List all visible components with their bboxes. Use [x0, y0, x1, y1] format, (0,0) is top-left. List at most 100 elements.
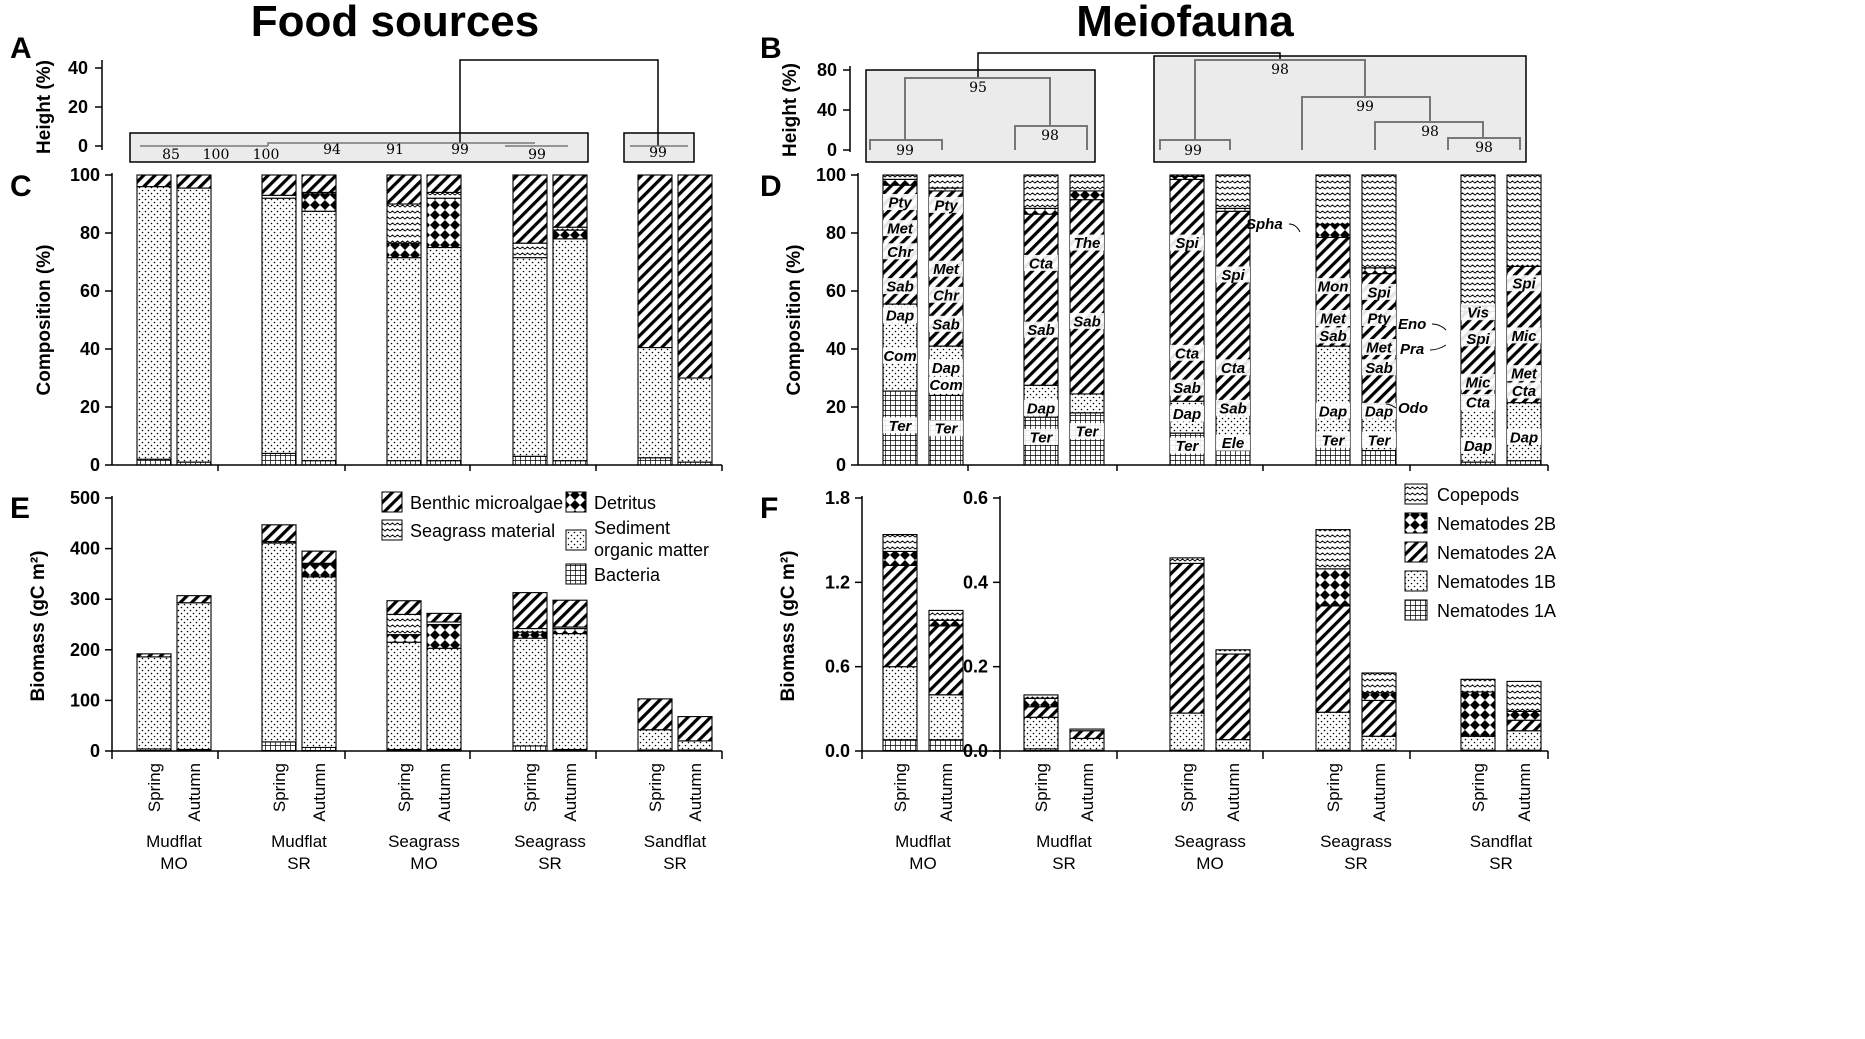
segment-label-bg — [929, 359, 963, 376]
bar-segment-nematodes-2a-right — [1169, 562, 1205, 714]
node-label: 98 — [1475, 140, 1493, 156]
segment-label-bg — [1362, 283, 1396, 300]
site-label: Mudflat — [895, 832, 951, 851]
bar-segment-benthic-microalgae — [677, 716, 713, 742]
y-tick-label: 20 — [80, 397, 100, 417]
y-tick-label: 60 — [826, 281, 846, 301]
region-label: SR — [663, 854, 687, 873]
segment-label-bg — [929, 315, 963, 332]
segment-label-bg — [883, 347, 917, 364]
y-tick-label: 40 — [817, 100, 837, 120]
segment-label-dap: Dap — [1319, 403, 1347, 420]
bar-segment-benthic-microalgae — [512, 592, 548, 630]
site-label: Sandflat — [644, 832, 707, 851]
segment-label-ter: Ter — [889, 418, 913, 435]
segment-label-bg — [1316, 310, 1350, 326]
segment-label-bg — [929, 420, 963, 437]
segment-label-bg — [1024, 428, 1058, 445]
panel-a-dendrogram: 40 20 0 Height (%) 85 100 100 94 91 99 9… — [34, 58, 695, 163]
bar-segment-nematodes-2a — [1023, 213, 1059, 386]
bar-segment-nematodes-2a — [1169, 178, 1205, 402]
bar-segment-nematodes-1a — [1361, 449, 1397, 466]
segment-label-bg — [883, 220, 917, 237]
panel-label-d: D — [760, 170, 782, 203]
site-label: Sandflat — [1470, 832, 1533, 851]
bar-segment-sediment-organic-matter — [136, 186, 172, 460]
bars-f — [882, 529, 1542, 752]
segment-label-mon: Mon — [1318, 279, 1349, 296]
bar-segment-sediment-organic-matter — [136, 656, 172, 750]
segment-label-bg — [1507, 327, 1541, 344]
segment-label-dap: Dap — [1510, 429, 1538, 446]
x-tick-label: Autumn — [185, 763, 204, 822]
y-tick-label: 0 — [90, 741, 100, 761]
legend-swatch — [565, 491, 587, 513]
x-tick-label: Spring — [1032, 763, 1051, 812]
y-tick-label: 40 — [826, 339, 846, 359]
node-label: 91 — [386, 142, 404, 158]
region-label: SR — [538, 854, 562, 873]
y-tick-label: 40 — [68, 58, 88, 78]
bar-segment-benthic-microalgae — [301, 550, 337, 564]
node-label: 99 — [528, 147, 546, 163]
bar-segment-nematodes-1b-right — [1506, 730, 1542, 751]
y-axis-e: 0 100 200 300 400 500 — [70, 488, 113, 761]
segment-label-com: Com — [929, 377, 962, 394]
bars-e — [136, 524, 713, 752]
bar-segment-nematodes-2b — [882, 178, 918, 186]
segment-label-bg — [1216, 266, 1250, 283]
segment-label-bg — [1507, 382, 1541, 399]
site-label: Seagrass — [1174, 832, 1246, 851]
bar-segment-detritus — [386, 242, 422, 259]
y-tick-label: 0.2 — [963, 657, 988, 677]
bar-segment-nematodes-2b — [1315, 223, 1351, 238]
bar-segment-sediment-organic-matter — [677, 740, 713, 751]
bar-segment-copepods — [1315, 174, 1351, 225]
site-label: Mudflat — [146, 832, 202, 851]
bar-segment-sediment-organic-matter — [386, 257, 422, 462]
bar-segment-copepods-left — [882, 533, 918, 552]
dendrogram-branch — [140, 142, 688, 147]
bars-c — [112, 174, 723, 471]
cluster-box — [129, 132, 589, 163]
segment-label-dap: Dap — [1464, 438, 1492, 455]
bar-segment-detritus — [301, 193, 337, 212]
bar-segment-nematodes-2b-right — [1460, 691, 1496, 737]
y-axis-label: Biomass (gC m²) — [778, 551, 799, 702]
callout-line — [1385, 403, 1397, 409]
bar-segment-nematodes-2b-left — [882, 550, 918, 567]
segment-label-bg — [929, 286, 963, 303]
segment-label-bg — [1507, 275, 1541, 292]
dendrogram-branch — [977, 52, 1281, 78]
dendrogram-branch — [1374, 121, 1484, 150]
segment-label-ter: Ter — [1322, 432, 1346, 449]
segment-label-bg — [883, 194, 917, 210]
segment-label-chr: Chr — [887, 244, 914, 261]
y-tick-label: 80 — [80, 223, 100, 243]
y-tick-label: 0 — [90, 455, 100, 475]
y-axis-label: Composition (%) — [784, 245, 805, 396]
segment-label-ter: Ter — [935, 421, 959, 438]
node-label: 100 — [203, 147, 230, 163]
cluster-box — [623, 132, 695, 163]
x-tick-label: Spring — [1469, 763, 1488, 812]
segment-label-bg — [883, 278, 917, 295]
bar-segment-nematodes-1b-right — [1315, 711, 1351, 751]
legend-swatch — [381, 519, 403, 541]
x-tick-label: Spring — [646, 763, 665, 812]
segment-label-bg — [1362, 310, 1396, 326]
segment-label-bg — [883, 243, 917, 260]
site-label: Seagrass — [388, 832, 460, 851]
bar-segment-nematodes-1b-left — [928, 694, 964, 741]
legend-item: Benthic microalgae — [410, 493, 563, 513]
segment-label-bg — [1216, 434, 1250, 451]
bar-segment-bacteria — [512, 745, 548, 752]
cluster-box — [1153, 55, 1527, 163]
segment-label-ter: Ter — [1368, 432, 1392, 449]
node-label: 94 — [323, 142, 341, 158]
bar-segment-nematodes-1b-right — [1169, 712, 1205, 751]
segment-label-bg — [1316, 402, 1350, 419]
panel-label-a: A — [10, 32, 32, 65]
legend-item: Bacteria — [594, 565, 661, 585]
right-title: Meiofauna — [1076, 0, 1294, 46]
